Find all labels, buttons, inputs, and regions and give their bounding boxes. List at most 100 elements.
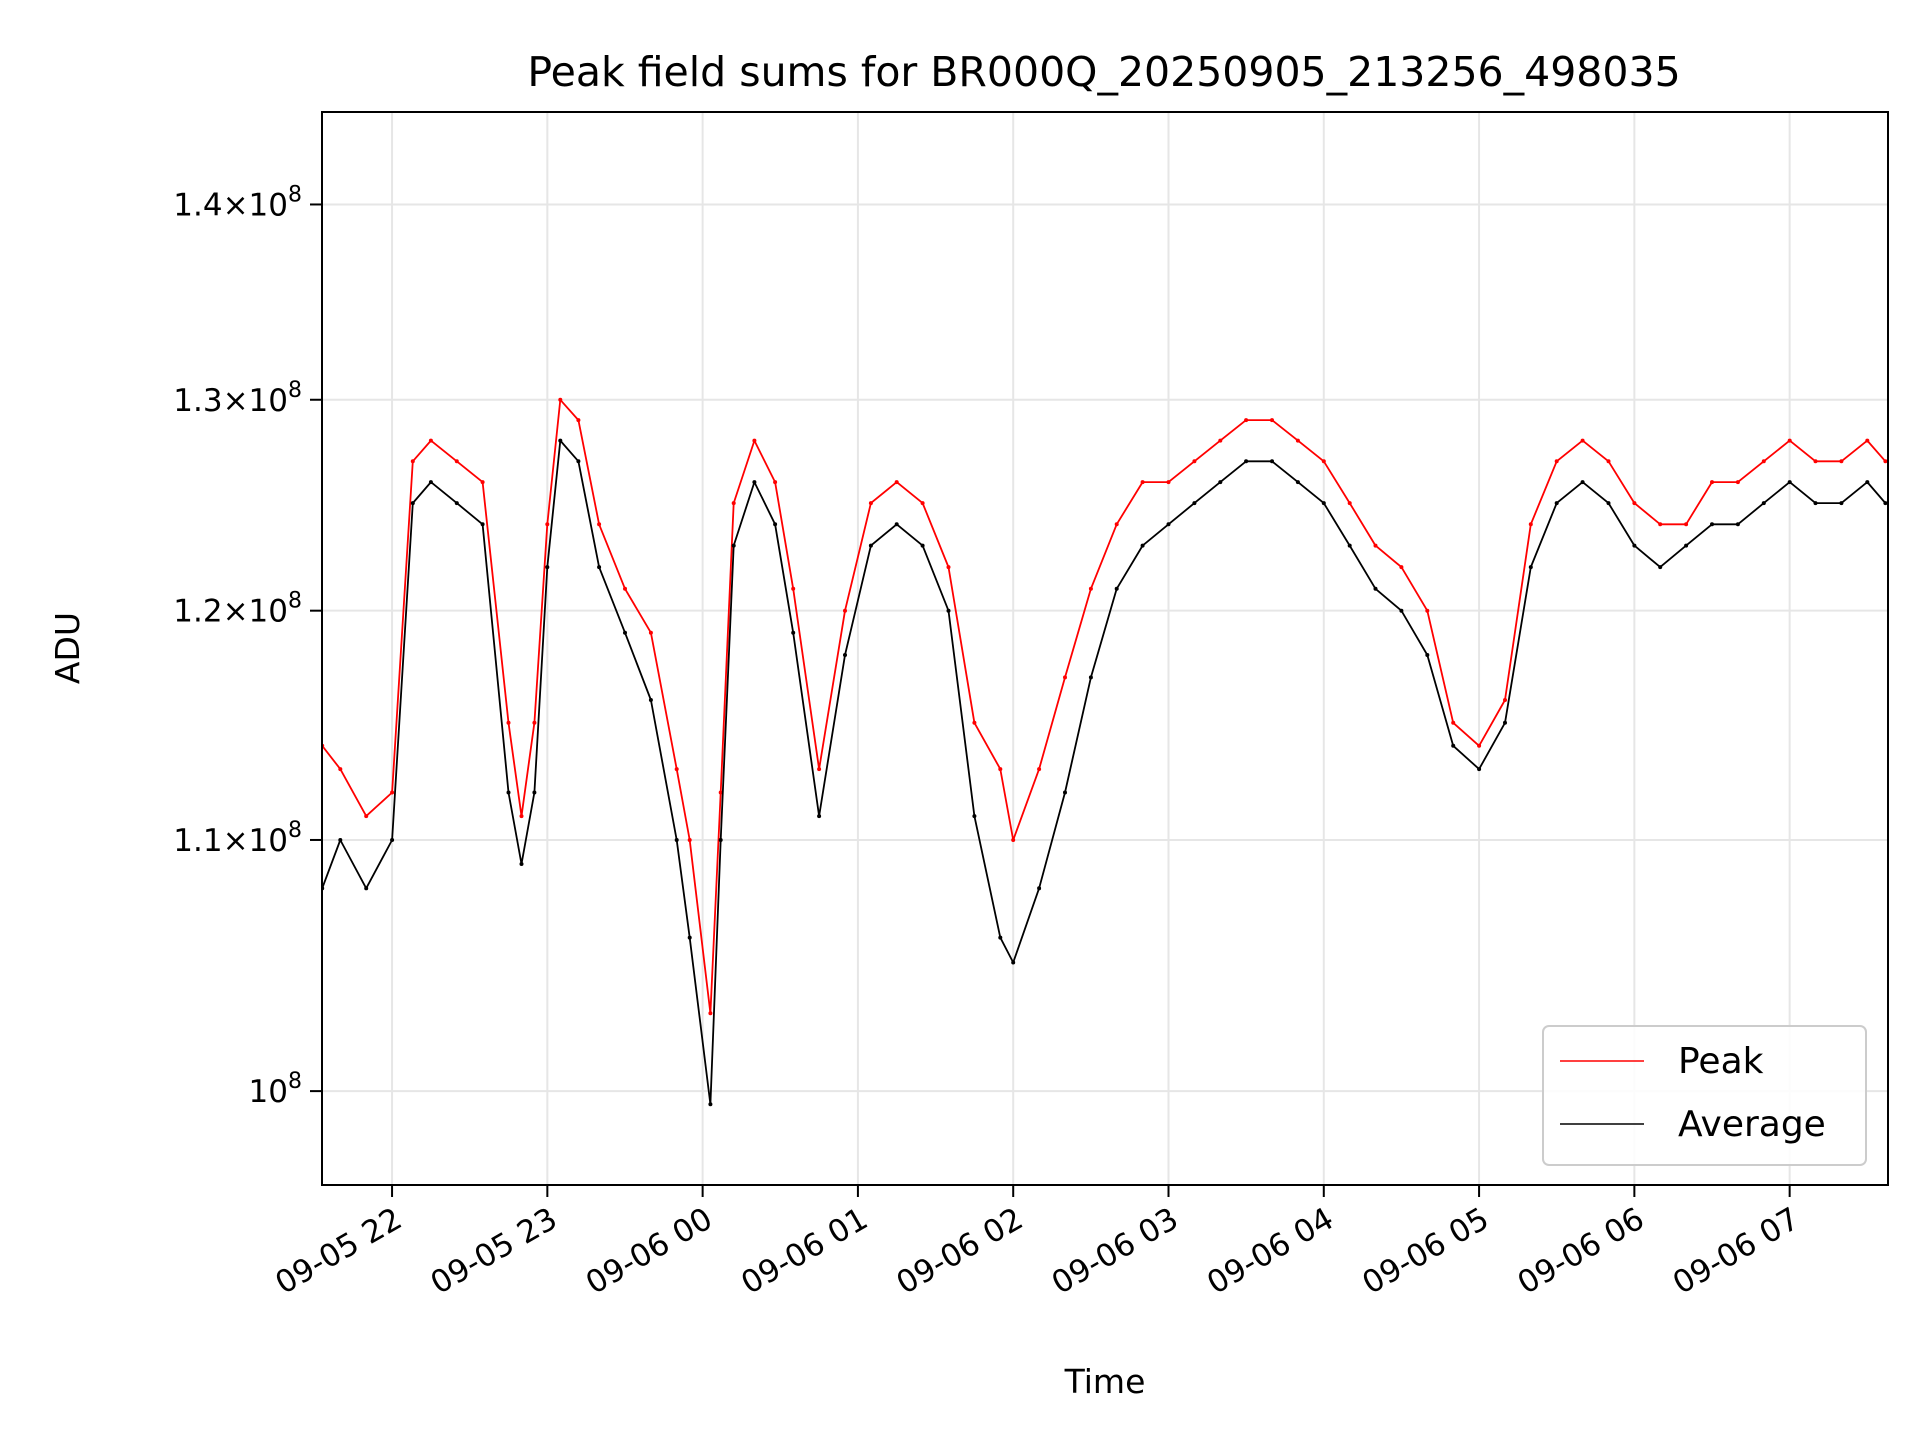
data-point-average <box>410 501 415 506</box>
data-point-average <box>1270 459 1274 464</box>
data-point-average <box>648 698 653 702</box>
data-point-peak <box>998 767 1003 772</box>
data-point-peak <box>1632 501 1637 506</box>
y-tick-times: × <box>223 823 249 859</box>
data-point-peak <box>1244 418 1249 423</box>
data-point-peak <box>1710 480 1714 485</box>
data-point-average <box>1658 565 1663 570</box>
x-tick-label: 09-06 00 <box>580 1201 719 1302</box>
y-tick-times: × <box>223 187 249 223</box>
data-point-peak <box>1088 586 1093 591</box>
data-point-peak <box>410 459 415 464</box>
x-axis: 09-05 22 09-05 23 09-06 00 09-06 01 09-06 02… <box>269 1185 1806 1302</box>
x-tick-label: 09-05 22 <box>269 1201 408 1302</box>
x-tick-label: 09-06 07 <box>1667 1201 1806 1302</box>
data-point-average <box>597 565 602 570</box>
data-point-peak <box>1270 418 1274 423</box>
y-tick-label: 108 <box>249 1069 302 1110</box>
data-point-peak <box>597 522 602 527</box>
y-tick-exponent: 8 <box>288 818 302 843</box>
data-point-average <box>718 838 723 842</box>
data-point-average <box>480 522 485 527</box>
data-point-peak <box>1399 565 1404 570</box>
data-point-average <box>532 790 537 795</box>
data-point-average <box>390 838 395 842</box>
data-point-peak <box>1347 501 1352 506</box>
data-point-peak <box>868 501 873 506</box>
y-tick-mantissa: 1.4 <box>173 187 222 223</box>
data-point-peak <box>708 1011 713 1016</box>
data-point-peak <box>674 767 679 772</box>
x-tick-label: 09-06 03 <box>1046 1201 1185 1302</box>
series-line-peak <box>322 398 1887 1015</box>
data-point-peak <box>1606 459 1611 464</box>
data-point-peak <box>1761 459 1766 464</box>
y-tick-base: 10 <box>249 383 288 419</box>
y-tick-exponent: 8 <box>288 182 302 207</box>
data-point-peak <box>1554 459 1559 464</box>
data-point-average <box>364 886 369 891</box>
data-point-average <box>1554 501 1559 506</box>
data-point-average <box>1399 608 1404 613</box>
data-point-average <box>1451 743 1456 748</box>
data-point-average <box>1761 501 1766 506</box>
data-point-average <box>1684 543 1689 548</box>
data-point-peak <box>454 459 459 464</box>
data-point-average <box>1295 480 1300 485</box>
data-point-peak <box>894 480 899 485</box>
y-tick-label: 1.4×108 <box>173 182 302 223</box>
data-point-average <box>558 438 563 443</box>
series-line-average <box>322 439 1887 1106</box>
data-point-average <box>920 543 925 548</box>
x-axis-label: Time <box>1064 1362 1146 1401</box>
data-point-peak <box>718 790 723 795</box>
data-point-peak <box>1787 438 1792 443</box>
data-point-peak <box>545 522 550 527</box>
data-point-peak <box>752 438 757 443</box>
y-tick-mantissa: 1.1 <box>173 823 222 859</box>
data-point-peak <box>1477 743 1482 748</box>
x-tick-label: 09-05 23 <box>425 1201 564 1302</box>
data-point-average <box>519 862 524 866</box>
data-point-average <box>1244 459 1249 464</box>
data-point-peak <box>731 501 736 506</box>
data-point-peak <box>791 586 796 591</box>
data-point-average <box>1347 543 1352 548</box>
data-point-peak <box>1883 459 1888 464</box>
data-point-peak <box>1011 838 1016 842</box>
data-point-peak <box>687 838 692 842</box>
x-tick-label: 09-06 01 <box>735 1201 874 1302</box>
data-point-average <box>506 790 511 795</box>
data-point-average <box>1883 501 1888 506</box>
data-point-average <box>674 838 679 842</box>
data-point-average <box>1114 586 1119 591</box>
data-point-average <box>972 814 977 819</box>
data-point-average <box>1787 480 1792 485</box>
y-tick-exponent: 8 <box>288 589 302 614</box>
data-point-average <box>1813 501 1818 506</box>
data-point-peak <box>1063 675 1067 680</box>
data-point-average <box>1088 675 1093 680</box>
y-tick-base: 10 <box>249 823 288 859</box>
data-point-average <box>1321 501 1326 506</box>
data-point-average <box>454 501 459 506</box>
data-point-average <box>338 838 343 842</box>
data-point-average <box>791 630 796 635</box>
data-point-peak <box>623 586 627 591</box>
data-point-average <box>894 522 899 527</box>
data-point-average <box>623 630 627 635</box>
data-point-peak <box>480 480 485 485</box>
x-tick-label: 09-06 04 <box>1201 1201 1340 1302</box>
y-tick-mantissa: 1.2 <box>173 594 222 630</box>
data-point-peak <box>1218 438 1223 443</box>
data-point-average <box>1140 543 1145 548</box>
y-tick-base: 10 <box>249 187 288 223</box>
data-point-average <box>1477 767 1482 772</box>
data-point-peak <box>1658 522 1663 527</box>
data-point-peak <box>972 720 977 725</box>
y-tick-exponent: 8 <box>288 1069 302 1094</box>
data-point-average <box>1011 960 1016 965</box>
data-point-average <box>1606 501 1611 506</box>
data-point-average <box>1710 522 1714 527</box>
